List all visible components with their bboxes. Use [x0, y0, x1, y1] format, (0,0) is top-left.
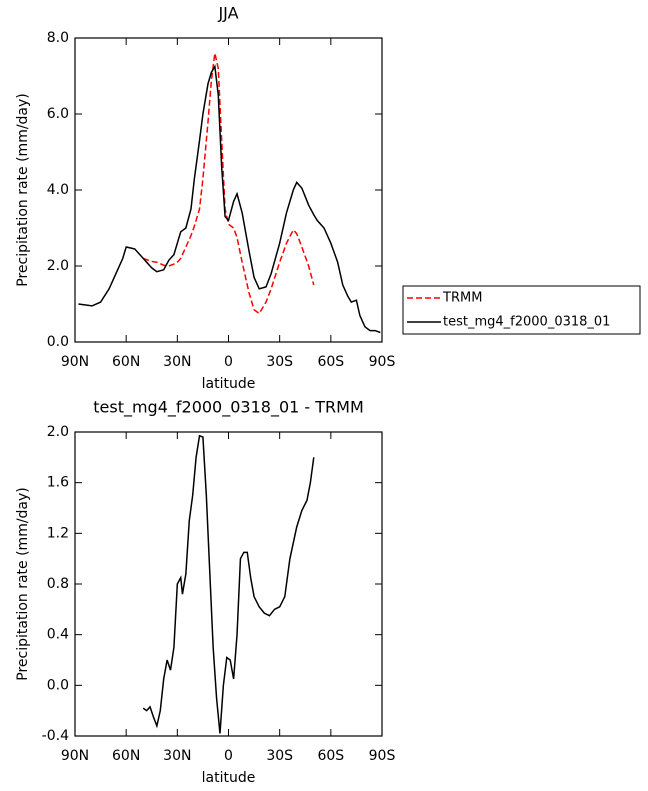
x-tick-label: 90S — [369, 748, 396, 764]
y-tick-label: 0.8 — [47, 576, 69, 592]
x-tick-label: 60N — [112, 748, 140, 764]
legend-label: TRMM — [442, 291, 482, 306]
chart-title: JJA — [217, 4, 238, 23]
x-tick-label: 30S — [266, 354, 293, 370]
x-tick-label: 30N — [163, 748, 191, 764]
x-tick-label: 0 — [224, 354, 233, 370]
data-line — [78, 64, 381, 334]
x-tick-label: 90N — [61, 748, 89, 764]
y-tick-label: 4.0 — [47, 182, 69, 198]
y-tick-label: 2.0 — [47, 424, 69, 440]
legend-box — [402, 285, 641, 335]
y-tick-label: 0.4 — [47, 627, 69, 643]
legend-label: test_mg4_f2000_0318_01 — [443, 315, 610, 330]
x-tick-label: 90S — [369, 354, 396, 370]
x-tick-label: 0 — [224, 748, 233, 764]
x-axis-label: latitude — [202, 376, 256, 392]
y-tick-label: 0.0 — [47, 677, 69, 693]
plot-frame — [74, 37, 383, 343]
data-line — [142, 434, 315, 734]
data-line — [142, 53, 315, 315]
y-tick-label: 8.0 — [47, 30, 69, 46]
x-tick-label: 60S — [317, 354, 344, 370]
y-tick-label: 2.0 — [47, 258, 69, 274]
y-tick-label: 1.6 — [47, 475, 69, 491]
x-tick-label: 30S — [266, 748, 293, 764]
y-axis-label: Precipitation rate (mm/day) — [15, 93, 31, 287]
x-tick-label: 90N — [61, 354, 89, 370]
y-tick-label: -0.4 — [42, 728, 69, 744]
y-tick-label: 6.0 — [47, 106, 69, 122]
x-tick-label: 60N — [112, 354, 140, 370]
y-tick-label: 1.2 — [47, 525, 69, 541]
chart-title: test_mg4_f2000_0318_01 - TRMM — [93, 398, 364, 418]
y-axis-label: Precipitation rate (mm/day) — [15, 487, 31, 681]
x-tick-label: 60S — [317, 748, 344, 764]
plot-frame — [74, 431, 383, 737]
y-tick-label: 0.0 — [47, 334, 69, 350]
x-axis-label: latitude — [202, 770, 256, 786]
x-tick-label: 30N — [163, 354, 191, 370]
